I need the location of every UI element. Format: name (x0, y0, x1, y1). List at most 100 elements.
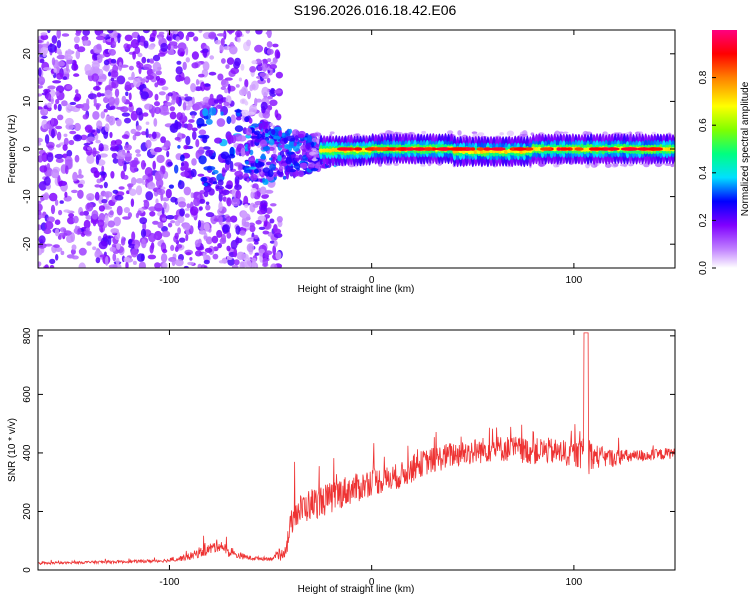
spectrogram-cell (163, 201, 167, 210)
spectrogram-cells (38, 30, 675, 268)
spectrogram-cell (261, 63, 268, 72)
spectrogram-cell (115, 257, 120, 266)
spectrogram-cell (157, 52, 166, 57)
spectrogram-cell (135, 149, 141, 154)
spectrogram-cell (562, 131, 569, 134)
spectrogram-cell (135, 107, 143, 116)
spectrogram-cell (221, 189, 230, 196)
spectrogram-cell (77, 174, 84, 179)
spectrogram-cell (200, 176, 208, 182)
spectrogram-cell (111, 79, 119, 89)
spectrogram-cell (247, 90, 251, 100)
spectrogram-cell (259, 72, 266, 78)
spectrogram-cell (250, 140, 254, 147)
spectrogram-cell (127, 183, 134, 188)
spectrogram-cell (212, 169, 219, 175)
spectrogram-cell (223, 101, 230, 107)
spectrogram-cell (285, 165, 291, 173)
spectrogram-cell (161, 86, 169, 91)
spectrogram-cell (174, 232, 179, 240)
spectrogram-cell (205, 204, 211, 211)
spectrogram-cell (141, 56, 147, 64)
spectrogram-cell (100, 177, 104, 182)
spectrogram-cell (181, 121, 185, 128)
spectrogram-cell (226, 134, 234, 144)
spectrogram-cell (47, 43, 57, 53)
spectrogram-cell (54, 199, 59, 206)
spectrogram-cell (185, 252, 192, 256)
figure-title: S196.2026.016.18.42.E06 (294, 2, 457, 18)
spectrogram-cell (82, 114, 89, 120)
spectrogram-cell (165, 188, 172, 199)
spectrogram-cell (69, 130, 77, 135)
spectrogram-cell (154, 147, 162, 153)
spectrogram-cell (65, 165, 69, 175)
spectrogram-cell (198, 30, 203, 34)
spectrogram-cell (476, 149, 481, 154)
spectrogram-cell (50, 168, 60, 179)
spectrogram-cell (66, 149, 73, 157)
spectrogram-cell (224, 77, 233, 81)
spectrogram-cell (229, 160, 234, 171)
spectrogram-cell (513, 147, 527, 151)
spectrogram-cell (209, 55, 215, 60)
spectrogram-cell (154, 170, 164, 181)
spectrogram-cell (198, 229, 207, 235)
spectrogram-cell (612, 162, 619, 167)
spectrogram-cell (205, 212, 215, 218)
spectrogram-cell (393, 162, 399, 166)
spectrogram-cell (132, 77, 141, 88)
spectrogram-cell (261, 132, 265, 140)
spectrogram-cell (137, 210, 142, 216)
spectrogram-cell (139, 217, 148, 225)
spectrogram-cell (158, 91, 166, 96)
spectrogram-cell (477, 132, 485, 137)
spectrogram-cell (226, 197, 232, 207)
spectrogram-cell (254, 138, 260, 143)
spectrogram-cell (203, 49, 208, 58)
spectrogram-cell (194, 101, 203, 110)
spectrogram-cell (273, 240, 278, 248)
spectrogram-cell (135, 125, 142, 131)
spectrogram-cell (234, 125, 244, 132)
spectrogram-cell (251, 257, 257, 262)
spectrogram-cell (249, 225, 256, 233)
spectrogram-cell (103, 206, 113, 210)
spectrogram-cell (154, 202, 163, 212)
spectrogram-cell (281, 163, 288, 167)
spectrogram-cell (116, 243, 121, 250)
spectrogram-cell (523, 147, 534, 151)
spectrogram-cell (171, 99, 176, 105)
spectrogram-cell (121, 95, 127, 104)
spectrogram-cell (258, 65, 261, 72)
spectrogram-cell (162, 262, 168, 268)
spectrogram-cell (110, 228, 119, 234)
spectrogram-cell (311, 147, 317, 152)
spectrogram-cell (272, 43, 279, 48)
spectrogram-cell (173, 44, 178, 49)
spectrogram-cell (73, 134, 83, 142)
colorbar-gradient (712, 30, 737, 268)
spectrogram-cell (220, 79, 229, 88)
spectrogram-cell (65, 62, 69, 72)
spectrogram-cell (499, 132, 505, 136)
spectrogram-cell (38, 200, 42, 204)
spectrogram-cell (94, 184, 101, 188)
spectrogram-cell (195, 79, 200, 86)
colorbar-tick-label: 0.0 (698, 261, 709, 275)
spectrogram-cell (145, 139, 152, 149)
spectrogram-cell (110, 171, 115, 179)
spectrogram-cell (96, 43, 102, 50)
spectrogram-cell (77, 183, 84, 188)
spectrogram-cell (112, 253, 117, 262)
spectrogram-cell (143, 199, 148, 203)
spectrogram-cell (56, 54, 66, 60)
spectrogram-cell (134, 46, 141, 55)
spectrogram-cell (82, 30, 90, 36)
spectrogram-cell (259, 139, 268, 148)
spectrogram-cell (216, 229, 223, 238)
spectrogram-cell (43, 228, 52, 235)
spectrogram-cell (71, 189, 78, 194)
spectrogram-cell (257, 79, 266, 85)
spectrogram-cell (165, 215, 175, 220)
